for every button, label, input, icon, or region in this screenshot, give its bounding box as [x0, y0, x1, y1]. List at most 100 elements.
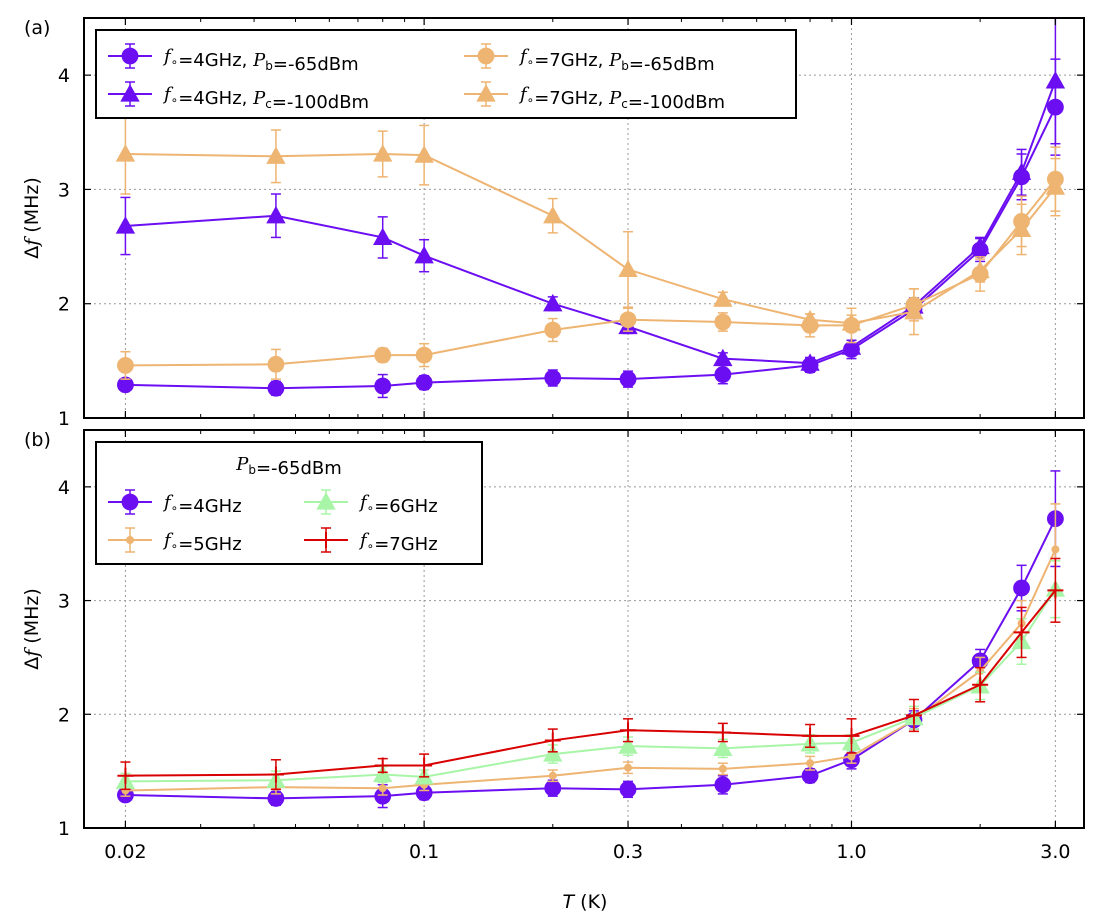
data-point [374, 377, 392, 395]
data-point [373, 144, 393, 162]
legend-title: Pb=-65dBm [235, 454, 342, 479]
y-tick-label: 4 [58, 477, 70, 499]
data-point [624, 763, 633, 772]
data-point [718, 764, 727, 773]
data-point [619, 311, 637, 329]
data-point [414, 145, 434, 163]
legend-marker [476, 84, 496, 102]
x-tick-label: 0.3 [613, 841, 643, 863]
legend-label: f∘=7GHz, Pc=-100dBm [518, 84, 725, 113]
legend-label: f∘=4GHz [162, 492, 242, 517]
y-tick-label: 3 [58, 179, 70, 201]
legend-entry: f∘=7GHz, Pb=-65dBm [464, 43, 715, 75]
y-tick-label: 1 [58, 818, 70, 840]
data-point [414, 245, 434, 264]
data-point [1011, 219, 1032, 238]
legend-entry: f∘=4GHz, Pb=-65dBm [108, 43, 359, 75]
x-tick-label: 3.0 [1040, 841, 1070, 863]
data-point [1047, 582, 1064, 599]
data-point [543, 205, 563, 224]
data-point [806, 759, 815, 768]
data-point [619, 780, 637, 798]
data-point [544, 369, 562, 387]
data-point [1051, 545, 1060, 554]
data-point [970, 260, 990, 279]
data-point [115, 216, 136, 234]
series-line [125, 588, 1057, 783]
data-point [972, 676, 989, 693]
plot-area [115, 470, 1066, 809]
data-point [619, 370, 637, 388]
x-tick-label: 0.1 [409, 841, 439, 863]
series [117, 146, 1064, 380]
axes-frame [83, 429, 1085, 829]
legend-marker [121, 493, 139, 511]
data-point [548, 771, 557, 780]
data-point [117, 357, 134, 374]
legend-marker [318, 532, 334, 548]
plot-area [115, 18, 1066, 399]
y-tick-label: 2 [58, 294, 70, 316]
legend-marker [126, 536, 134, 544]
legend-box [95, 29, 797, 119]
data-point [713, 738, 733, 756]
series-line [125, 548, 1057, 792]
data-point [544, 779, 562, 797]
legend-label: f∘=7GHz, Pb=-65dBm [518, 46, 715, 75]
legend-marker [316, 492, 336, 510]
data-point [713, 348, 733, 367]
legend-entry: f∘=6GHz [304, 489, 438, 517]
data-point [714, 366, 732, 383]
legend-box [95, 441, 483, 565]
legend-marker [477, 47, 495, 65]
legend-marker [120, 84, 140, 102]
data-point [714, 724, 731, 741]
data-point [714, 313, 732, 331]
data-point [415, 346, 433, 364]
data-point [267, 355, 285, 373]
x-tick-label: 0.02 [104, 841, 146, 863]
data-point [905, 707, 922, 724]
data-point [802, 727, 819, 744]
data-point [847, 752, 856, 761]
data-point [800, 309, 820, 328]
data-point [374, 757, 391, 774]
data-point [904, 301, 924, 320]
data-point [1011, 162, 1032, 180]
data-point [620, 722, 637, 739]
data-point [266, 146, 286, 164]
data-point [115, 144, 136, 162]
data-point [618, 259, 638, 278]
axes-frame [83, 17, 1085, 419]
y-axis-label: Δf (MHz) [21, 588, 43, 670]
data-point [544, 321, 562, 339]
data-point [1045, 177, 1066, 195]
data-point [713, 289, 733, 307]
legend-label: f∘=6GHz [358, 492, 438, 517]
data-point [1013, 624, 1030, 641]
series-line [125, 106, 1057, 390]
data-point [543, 744, 563, 762]
legend-entry: f∘=7GHz [304, 527, 438, 555]
legend-entry: f∘=7GHz, Pc=-100dBm [464, 81, 725, 113]
data-point [1045, 71, 1066, 89]
data-point [1013, 579, 1030, 597]
data-point [714, 776, 732, 794]
data-point [415, 374, 433, 391]
legend-label: f∘=7GHz [358, 530, 438, 555]
y-tick-label: 3 [58, 591, 70, 613]
data-point [544, 732, 561, 749]
legend-entry: f∘=4GHz [108, 489, 242, 517]
data-point [378, 784, 387, 793]
x-tick-label: 1.0 [836, 841, 866, 863]
y-tick-label: 4 [58, 65, 70, 87]
data-point [800, 353, 820, 371]
data-point [117, 767, 134, 784]
legend-marker [121, 47, 139, 65]
data-point [267, 766, 284, 783]
legend-label: f∘=4GHz, Pb=-65dBm [162, 46, 359, 75]
data-point [373, 764, 393, 783]
legend-entry: f∘=4GHz, Pc=-100dBm [108, 81, 369, 113]
